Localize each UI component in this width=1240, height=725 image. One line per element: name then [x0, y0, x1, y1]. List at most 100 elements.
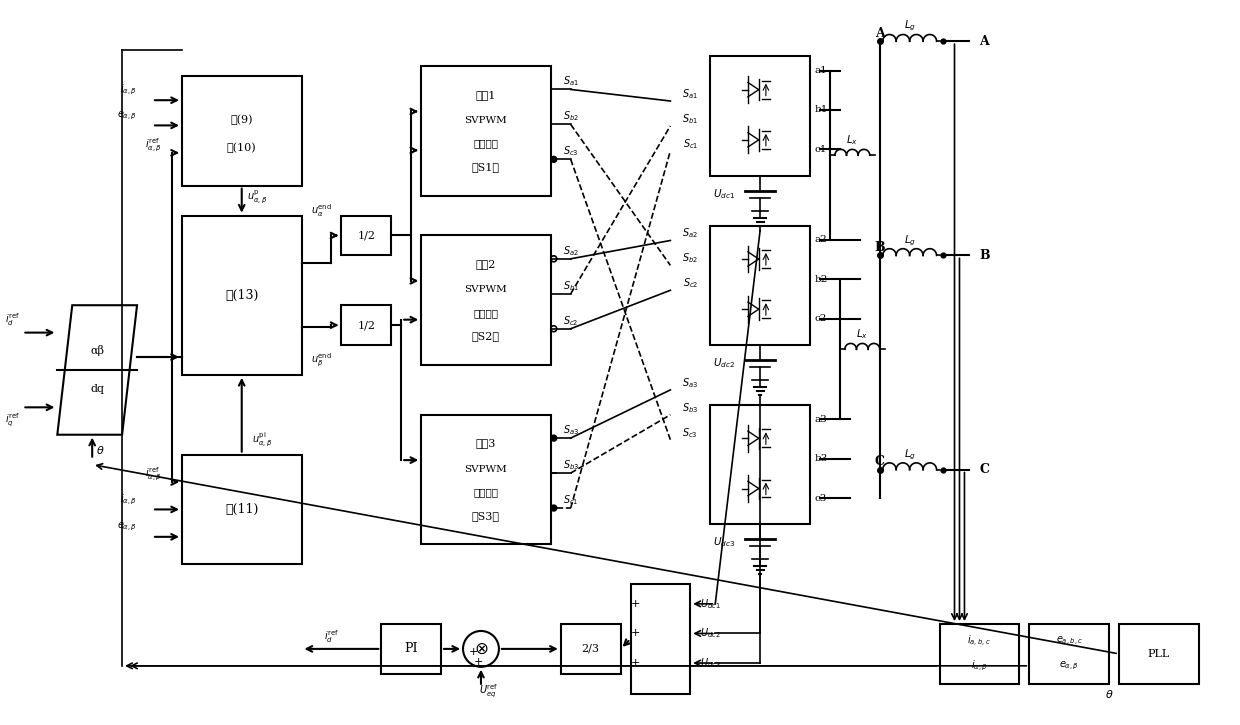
Text: $L_g$: $L_g$: [904, 447, 915, 462]
Text: $U_{eq}^{\mathrm{ref}}$: $U_{eq}^{\mathrm{ref}}$: [479, 683, 498, 700]
Text: PI: PI: [404, 642, 418, 655]
Text: +: +: [469, 647, 477, 657]
Text: $i_{\alpha,\beta}$: $i_{\alpha,\beta}$: [120, 83, 138, 97]
Text: B: B: [874, 241, 885, 254]
Text: 计算单元: 计算单元: [474, 488, 498, 497]
Bar: [711, 225, 810, 345]
Text: $\theta$: $\theta$: [95, 444, 104, 456]
Text: $i_d^{\mathrm{ref}}$: $i_d^{\mathrm{ref}}$: [324, 629, 339, 645]
Text: a2: a2: [815, 236, 827, 244]
Text: 式(13): 式(13): [224, 289, 258, 302]
Text: $S_{c3}$: $S_{c3}$: [682, 426, 698, 439]
Text: PLL: PLL: [1148, 649, 1171, 659]
Text: B: B: [980, 249, 990, 262]
Bar: [182, 215, 301, 375]
Bar: [1029, 624, 1109, 684]
Text: a3: a3: [815, 415, 827, 423]
Text: SVPWM: SVPWM: [465, 286, 507, 294]
Text: A: A: [980, 35, 990, 48]
Text: a1: a1: [815, 66, 827, 75]
Text: $L_g$: $L_g$: [904, 19, 915, 33]
Text: 式(11): 式(11): [224, 503, 258, 516]
Text: +: +: [631, 629, 640, 639]
Text: C: C: [980, 463, 990, 476]
Text: SVPWM: SVPWM: [465, 116, 507, 125]
Bar: [381, 624, 441, 674]
Polygon shape: [57, 305, 138, 435]
Text: $U_{dc1}$: $U_{dc1}$: [701, 597, 722, 610]
Text: b2: b2: [815, 275, 828, 283]
Bar: [341, 215, 392, 255]
Bar: [422, 415, 551, 544]
Text: $L_x$: $L_x$: [856, 328, 868, 341]
Text: 单元1: 单元1: [476, 90, 496, 99]
Bar: [422, 66, 551, 196]
Bar: [1118, 624, 1199, 684]
Text: $S_{b2}$: $S_{b2}$: [563, 109, 579, 123]
Text: $u_\alpha^{\mathrm{end}}$: $u_\alpha^{\mathrm{end}}$: [311, 202, 331, 219]
Text: b1: b1: [815, 105, 828, 115]
Circle shape: [551, 505, 557, 511]
Text: $U_{dc2}$: $U_{dc2}$: [713, 356, 735, 370]
Bar: [182, 76, 301, 186]
Text: $e_{a,b,c}$: $e_{a,b,c}$: [1055, 635, 1083, 648]
Text: $S_{a3}$: $S_{a3}$: [563, 423, 579, 437]
Text: $S_{c3}$: $S_{c3}$: [563, 144, 579, 158]
Text: （S2）: （S2）: [472, 331, 500, 341]
Text: $i_{\alpha,\beta}$: $i_{\alpha,\beta}$: [120, 492, 138, 507]
Text: $u_{\alpha,\beta}^{\mathrm{pi}}$: $u_{\alpha,\beta}^{\mathrm{pi}}$: [252, 431, 272, 449]
Text: $i_{\alpha,\beta}^{\mathrm{ref}}$: $i_{\alpha,\beta}^{\mathrm{ref}}$: [145, 465, 162, 483]
Text: $S_{b1}$: $S_{b1}$: [682, 112, 698, 126]
Text: $S_{b1}$: $S_{b1}$: [563, 279, 579, 293]
Text: $i_q^{\mathrm{ref}}$: $i_q^{\mathrm{ref}}$: [5, 412, 20, 429]
Text: $S_{c1}$: $S_{c1}$: [563, 493, 579, 507]
Bar: [341, 305, 392, 345]
Text: $S_{a2}$: $S_{a2}$: [682, 227, 698, 241]
Text: +: +: [474, 657, 482, 667]
Text: dq: dq: [91, 384, 104, 394]
Bar: [940, 624, 1019, 684]
Text: 计算单元: 计算单元: [474, 139, 498, 149]
Text: $S_{c1}$: $S_{c1}$: [682, 137, 698, 151]
Circle shape: [551, 157, 557, 162]
Text: 1/2: 1/2: [357, 320, 376, 330]
Text: $i_{\alpha,\beta}$: $i_{\alpha,\beta}$: [971, 658, 988, 673]
Bar: [711, 56, 810, 175]
Text: $S_{a1}$: $S_{a1}$: [563, 75, 579, 88]
Text: $L_x$: $L_x$: [846, 133, 858, 147]
Text: $i_d^{\mathrm{ref}}$: $i_d^{\mathrm{ref}}$: [5, 311, 20, 328]
Text: +: +: [631, 658, 640, 668]
Text: $S_{a1}$: $S_{a1}$: [682, 87, 698, 101]
Bar: [711, 405, 810, 524]
Text: +: +: [631, 599, 640, 609]
Bar: [560, 624, 620, 674]
Text: 计算单元: 计算单元: [474, 309, 498, 318]
Text: $S_{b3}$: $S_{b3}$: [563, 458, 579, 472]
Text: 2/3: 2/3: [582, 644, 600, 654]
Text: $e_{\alpha,\beta}$: $e_{\alpha,\beta}$: [117, 109, 138, 122]
Text: $S_{c2}$: $S_{c2}$: [682, 276, 698, 290]
Text: $i_{\alpha,\beta}^{\mathrm{ref}}$: $i_{\alpha,\beta}^{\mathrm{ref}}$: [145, 136, 162, 154]
Bar: [422, 236, 551, 365]
Text: $U_{dc3}$: $U_{dc3}$: [713, 535, 735, 550]
Text: SVPWM: SVPWM: [465, 465, 507, 473]
Text: A: A: [875, 27, 884, 40]
Text: $S_{b2}$: $S_{b2}$: [682, 252, 698, 265]
Bar: [630, 584, 691, 694]
Circle shape: [551, 435, 557, 441]
Text: $u_\beta^{\mathrm{end}}$: $u_\beta^{\mathrm{end}}$: [311, 352, 331, 369]
Text: $e_{\alpha,\beta}$: $e_{\alpha,\beta}$: [1059, 660, 1079, 672]
Text: 式(9): 式(9): [231, 115, 253, 125]
Text: 与(10): 与(10): [227, 142, 257, 152]
Bar: [182, 455, 301, 564]
Text: 1/2: 1/2: [357, 231, 376, 241]
Text: $S_{c2}$: $S_{c2}$: [563, 314, 578, 328]
Text: αβ: αβ: [91, 345, 104, 356]
Text: c3: c3: [815, 494, 827, 502]
Text: $\otimes$: $\otimes$: [474, 640, 489, 658]
Text: C: C: [874, 455, 884, 468]
Text: $S_{a2}$: $S_{a2}$: [563, 244, 579, 257]
Text: $S_{b3}$: $S_{b3}$: [682, 401, 698, 415]
Text: $u_{\alpha,\beta}^{\mathrm{p}}$: $u_{\alpha,\beta}^{\mathrm{p}}$: [247, 189, 267, 206]
Text: $U_{dc2}$: $U_{dc2}$: [701, 626, 720, 640]
